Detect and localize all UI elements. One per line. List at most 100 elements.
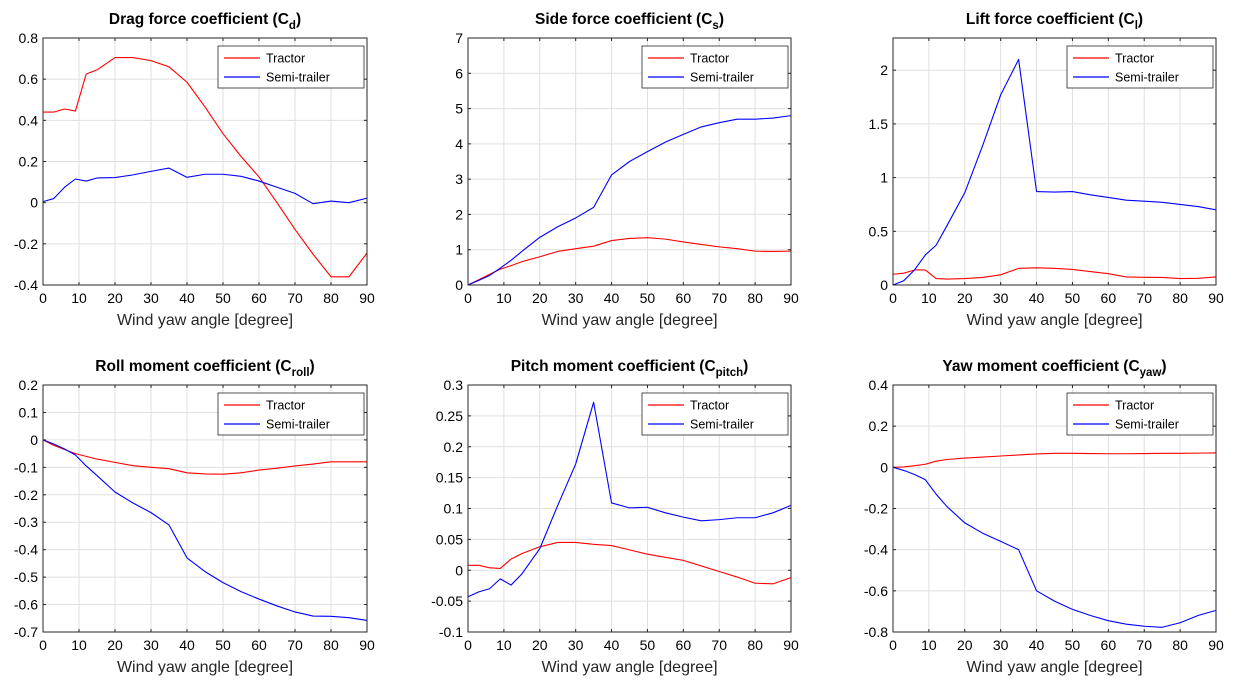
y-tick-label: 0 bbox=[30, 195, 38, 211]
x-axis-label: Wind yaw angle [degree] bbox=[966, 659, 1142, 676]
title-subscript: d bbox=[289, 20, 296, 32]
axes-box bbox=[42, 384, 368, 633]
y-tick-label: 0.15 bbox=[436, 470, 463, 486]
chart-panel-1: 0 10 20 30 40 50 60 70 80 90 -0.4 -0.2 0 0.2 0.4 0.6 0.8… bbox=[14, 11, 375, 329]
x-tick-label: 50 bbox=[1065, 637, 1081, 653]
y-tick-label: 0.2 bbox=[444, 439, 464, 455]
y-tick-label: -0.5 bbox=[14, 569, 38, 585]
legend-label-semi-trailer: Semi-trailer bbox=[690, 71, 754, 85]
y-tick-label: 6 bbox=[455, 65, 463, 81]
y-tick-label: 4 bbox=[455, 136, 463, 152]
x-tick-label: 60 bbox=[251, 290, 267, 306]
x-tick-label: 90 bbox=[1208, 637, 1224, 653]
x-tick-label: 50 bbox=[640, 290, 656, 306]
y-tick-label: 0.1 bbox=[444, 501, 464, 517]
y-tick-label: -0.8 bbox=[864, 624, 888, 640]
series-line-semi-trailer bbox=[892, 466, 1217, 628]
chart-title: Side force coefficient (Cs) bbox=[535, 11, 724, 32]
y-tick-label: 0.6 bbox=[19, 71, 39, 87]
y-tick-label: -0.3 bbox=[14, 514, 38, 530]
x-tick-label: 50 bbox=[1065, 290, 1081, 306]
x-tick-label: 80 bbox=[1172, 637, 1188, 653]
x-tick-label: 10 bbox=[496, 637, 512, 653]
x-tick-label: 40 bbox=[1029, 290, 1045, 306]
x-tick-label: 60 bbox=[676, 290, 692, 306]
x-tick-label: 50 bbox=[215, 637, 231, 653]
y-tick-label: -0.4 bbox=[864, 542, 888, 558]
title-main: Drag force coefficient (C bbox=[109, 11, 289, 28]
legend-label-tractor: Tractor bbox=[266, 52, 305, 66]
x-axis-label: Wind yaw angle [degree] bbox=[117, 659, 293, 676]
chart-title: Roll moment coefficient (Croll) bbox=[95, 358, 314, 379]
x-tick-label: 70 bbox=[711, 290, 727, 306]
x-tick-label: 10 bbox=[921, 637, 937, 653]
y-tick-label: 0.2 bbox=[869, 418, 889, 434]
x-tick-label: 10 bbox=[71, 637, 87, 653]
x-tick-label: 0 bbox=[464, 637, 472, 653]
legend-label-semi-trailer: Semi-trailer bbox=[1115, 71, 1179, 85]
y-tick-label: 1 bbox=[880, 170, 888, 186]
series-line-semi-trailer bbox=[467, 401, 792, 598]
x-tick-label: 70 bbox=[287, 637, 303, 653]
series-line-tractor bbox=[468, 541, 792, 585]
x-tick-label: 60 bbox=[251, 637, 267, 653]
y-tick-label: -0.05 bbox=[431, 593, 463, 609]
x-tick-label: 50 bbox=[215, 290, 231, 306]
series-line-semi-trailer bbox=[42, 167, 368, 205]
title-main: Side force coefficient (C bbox=[535, 11, 712, 28]
x-tick-label: 20 bbox=[532, 290, 548, 306]
x-tick-label: 30 bbox=[568, 290, 584, 306]
x-tick-label: 70 bbox=[1136, 290, 1152, 306]
y-tick-label: -0.4 bbox=[14, 277, 38, 293]
chart-title: Lift force coefficient (Cl) bbox=[966, 11, 1143, 32]
x-tick-label: 30 bbox=[143, 637, 159, 653]
x-tick-label: 80 bbox=[323, 290, 339, 306]
x-tick-label: 90 bbox=[783, 290, 799, 306]
x-tick-label: 90 bbox=[783, 637, 799, 653]
title-close: ) bbox=[310, 358, 315, 375]
title-close: ) bbox=[1138, 11, 1143, 28]
legend: Tractor Semi-trailer bbox=[641, 392, 789, 436]
y-tick-label: 0.4 bbox=[869, 377, 889, 393]
chart-panel-3: 0 10 20 30 40 50 60 70 80 90 0 0.5 1 1.5 2 Wind yaw ang… bbox=[869, 11, 1224, 329]
axes-box bbox=[467, 37, 792, 286]
chart-title: Drag force coefficient (Cd) bbox=[109, 11, 301, 32]
x-tick-label: 60 bbox=[676, 637, 692, 653]
chart-title: Yaw moment coefficient (Cyaw) bbox=[942, 358, 1166, 379]
y-tick-label: -0.2 bbox=[864, 501, 888, 517]
legend-box bbox=[1066, 392, 1214, 436]
chart-panel-2: 0 10 20 30 40 50 60 70 80 90 0 1 2 3 4 5 6 7 Wind yaw angl… bbox=[455, 11, 799, 329]
x-tick-label: 0 bbox=[464, 290, 472, 306]
series-line-tractor bbox=[892, 452, 1217, 468]
y-tick-label: 0.3 bbox=[444, 377, 464, 393]
x-tick-label: 70 bbox=[287, 290, 303, 306]
x-tick-label: 20 bbox=[532, 637, 548, 653]
title-main: Lift force coefficient (C bbox=[966, 11, 1135, 28]
chart-panel-4: 0 10 20 30 40 50 60 70 80 90 -0.7 -0.6 -0.5 -0.4 -0.3 -… bbox=[14, 358, 375, 676]
legend-box bbox=[217, 45, 365, 89]
legend-box bbox=[217, 392, 365, 436]
legend-label-tractor: Tractor bbox=[1115, 399, 1154, 413]
y-tick-label: -0.6 bbox=[14, 597, 38, 613]
y-tick-label: 0.8 bbox=[19, 30, 39, 46]
y-tick-label: 2 bbox=[455, 206, 463, 222]
y-tick-label: 0 bbox=[880, 277, 888, 293]
series-line-tractor bbox=[892, 267, 1217, 280]
y-tick-label: 7 bbox=[455, 30, 463, 46]
x-tick-label: 90 bbox=[1208, 290, 1224, 306]
y-tick-label: 0 bbox=[455, 277, 463, 293]
legend-label-semi-trailer: Semi-trailer bbox=[266, 71, 330, 85]
y-tick-label: -0.1 bbox=[439, 624, 463, 640]
x-tick-label: 80 bbox=[1172, 290, 1188, 306]
chart-panel-5: 0 10 20 30 40 50 60 70 80 90 -0.1 -0.05 0 0.05 0.1 0.15… bbox=[431, 358, 799, 676]
x-tick-label: 0 bbox=[889, 290, 897, 306]
axes-box bbox=[892, 37, 1217, 286]
x-tick-label: 20 bbox=[107, 637, 123, 653]
x-tick-label: 20 bbox=[957, 290, 973, 306]
y-tick-label: 0.05 bbox=[436, 531, 463, 547]
title-close: ) bbox=[719, 11, 724, 28]
title-subscript: l bbox=[1135, 20, 1138, 32]
x-tick-label: 40 bbox=[604, 290, 620, 306]
chart-panel-6: 0 10 20 30 40 50 60 70 80 90 -0.8 -0.6 -0.4 -0.2 0 0.2 0… bbox=[864, 358, 1224, 676]
title-close: ) bbox=[296, 11, 301, 28]
